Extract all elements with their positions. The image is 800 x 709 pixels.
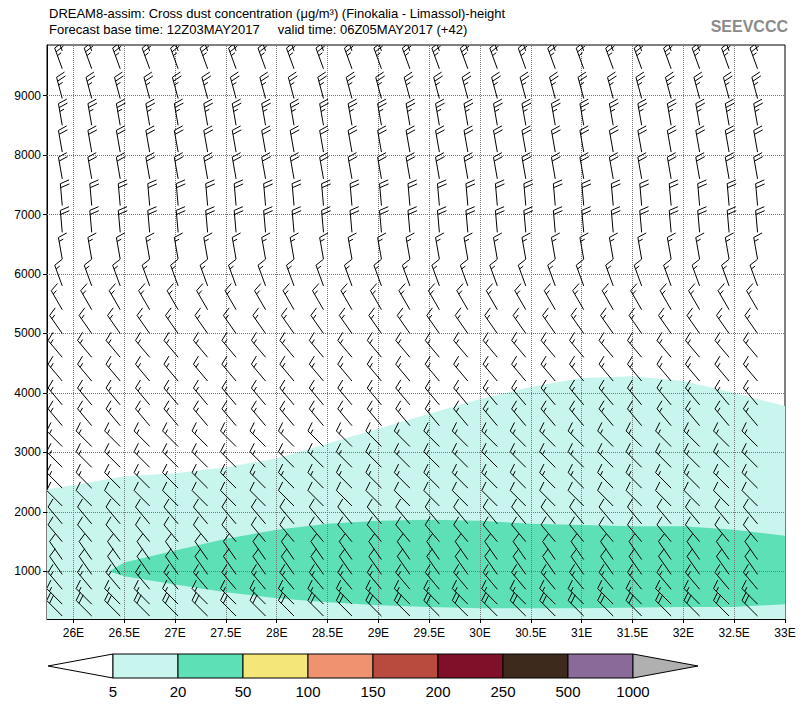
svg-text:150: 150 [360, 683, 385, 700]
svg-text:500: 500 [555, 683, 580, 700]
svg-text:5000: 5000 [14, 326, 41, 340]
svg-text:3000: 3000 [14, 445, 41, 459]
svg-text:200: 200 [425, 683, 450, 700]
svg-text:Forecast base time: 12Z03MAY20: Forecast base time: 12Z03MAY2017 valid t… [49, 22, 467, 37]
svg-text:28E: 28E [266, 626, 287, 640]
svg-text:26.5E: 26.5E [109, 626, 140, 640]
svg-text:33E: 33E [774, 626, 795, 640]
svg-text:31E: 31E [571, 626, 592, 640]
svg-text:250: 250 [490, 683, 515, 700]
svg-text:2000: 2000 [14, 505, 41, 519]
svg-text:27.5E: 27.5E [210, 626, 241, 640]
svg-text:SEEVCCC: SEEVCCC [711, 18, 789, 35]
svg-text:30E: 30E [469, 626, 490, 640]
svg-text:32E: 32E [673, 626, 694, 640]
svg-text:29E: 29E [368, 626, 389, 640]
svg-text:32.5E: 32.5E [718, 626, 749, 640]
svg-text:20: 20 [170, 683, 187, 700]
svg-text:4000: 4000 [14, 386, 41, 400]
svg-text:1000: 1000 [616, 683, 649, 700]
svg-text:6000: 6000 [14, 267, 41, 281]
svg-text:50: 50 [235, 683, 252, 700]
svg-text:26E: 26E [63, 626, 84, 640]
svg-text:9000: 9000 [14, 89, 41, 103]
svg-text:27E: 27E [164, 626, 185, 640]
svg-text:8000: 8000 [14, 148, 41, 162]
svg-text:1000: 1000 [14, 564, 41, 578]
svg-text:100: 100 [295, 683, 320, 700]
svg-text:30.5E: 30.5E [515, 626, 546, 640]
svg-text:29.5E: 29.5E [414, 626, 445, 640]
svg-text:7000: 7000 [14, 208, 41, 222]
svg-text:31.5E: 31.5E [617, 626, 648, 640]
svg-text:28.5E: 28.5E [312, 626, 343, 640]
svg-text:DREAM8-assim: Cross dust conce: DREAM8-assim: Cross dust concentration (… [49, 6, 506, 21]
svg-text:5: 5 [109, 683, 117, 700]
